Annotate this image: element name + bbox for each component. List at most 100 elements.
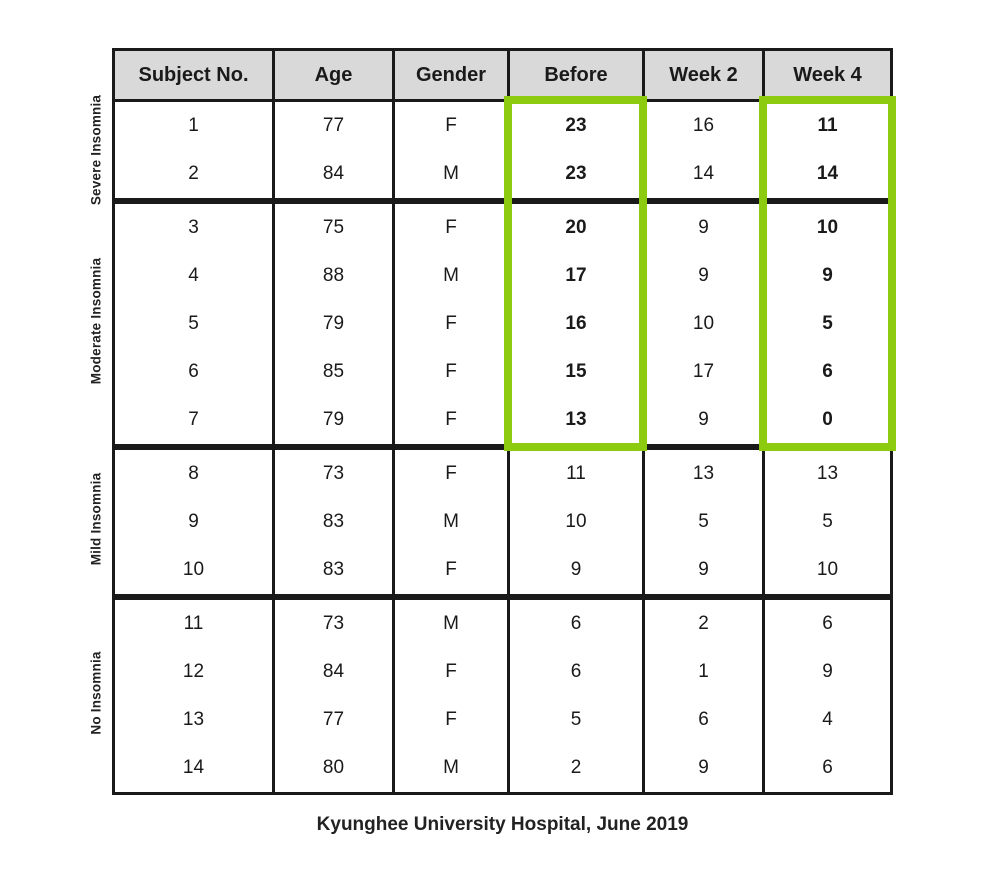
cell-gender: M	[395, 498, 510, 546]
cell-week2: 9	[645, 252, 765, 300]
cell-gender: M	[395, 252, 510, 300]
cell-subject: 14	[115, 744, 275, 792]
cell-subject: 5	[115, 300, 275, 348]
cell-week4: 4	[822, 709, 833, 730]
cell-age: 73	[275, 600, 395, 648]
cell-gender: M	[395, 744, 510, 792]
cell-subject: 8	[115, 450, 275, 498]
cell-subject: 1	[115, 102, 275, 150]
cell-before: 2	[510, 744, 645, 792]
cell-before: 6	[510, 600, 645, 648]
cell-subject: 9	[115, 498, 275, 546]
cell-gender: F	[395, 546, 510, 594]
cell-before: 13	[510, 396, 645, 444]
row-group-label-severe-insomnia: Severe Insomnia	[88, 94, 104, 206]
cell-before: 9	[510, 546, 645, 594]
table-row: 12 84 F 6 1 9	[115, 648, 890, 696]
cell-subject: 12	[115, 648, 275, 696]
cell-subject: 6	[115, 348, 275, 396]
cell-age: 75	[275, 204, 395, 252]
cell-before: 20	[510, 204, 645, 252]
cell-gender: M	[395, 150, 510, 198]
row-group-label-mild-insomnia: Mild Insomnia	[88, 472, 104, 566]
cell-week2: 1	[645, 648, 765, 696]
header-age: Age	[275, 51, 395, 99]
header-week4: Week 4	[765, 51, 890, 99]
cell-gender: F	[395, 348, 510, 396]
table-row: 13 77 F 5 6 4	[115, 696, 890, 744]
header-before: Before	[510, 51, 645, 99]
table-row: 6 85 F 15 17 6	[115, 348, 890, 396]
cell-week4: 6	[822, 757, 833, 778]
table-row: 7 79 F 13 9 0	[115, 396, 890, 444]
header-week2: Week 2	[645, 51, 765, 99]
table-row: 11 73 M 6 2 6	[115, 594, 890, 648]
cell-age: 73	[275, 450, 395, 498]
row-group-label-no-insomnia: No Insomnia	[88, 651, 104, 735]
cell-before: 11	[510, 450, 645, 498]
cell-gender: F	[395, 450, 510, 498]
cell-gender: F	[395, 300, 510, 348]
cell-week4: 9	[822, 661, 833, 682]
cell-week4: 5	[822, 313, 833, 334]
cell-subject: 4	[115, 252, 275, 300]
cell-age: 88	[275, 252, 395, 300]
cell-week2: 9	[645, 744, 765, 792]
cell-age: 77	[275, 696, 395, 744]
cell-week4: 10	[816, 217, 839, 238]
cell-before: 23	[510, 102, 645, 150]
table-row: 3 75 F 20 9 10	[115, 198, 890, 252]
cell-week2: 10	[645, 300, 765, 348]
cell-age: 84	[275, 648, 395, 696]
cell-subject: 2	[115, 150, 275, 198]
cell-week4: 6	[822, 613, 833, 634]
table-row: 4 88 M 17 9 9	[115, 252, 890, 300]
cell-before: 6	[510, 648, 645, 696]
cell-before: 15	[510, 348, 645, 396]
cell-subject: 3	[115, 204, 275, 252]
cell-subject: 11	[115, 600, 275, 648]
cell-week2: 9	[645, 396, 765, 444]
cell-before: 10	[510, 498, 645, 546]
header-subject-no: Subject No.	[115, 51, 275, 99]
cell-week2: 14	[645, 150, 765, 198]
cell-week4: 10	[816, 559, 839, 580]
cell-before: 16	[510, 300, 645, 348]
cell-age: 79	[275, 300, 395, 348]
cell-before: 23	[510, 150, 645, 198]
cell-before: 17	[510, 252, 645, 300]
figure-caption: Kyunghee University Hospital, June 2019	[316, 814, 689, 835]
cell-subject: 10	[115, 546, 275, 594]
row-group-label-moderate-insomnia: Moderate Insomnia	[88, 257, 104, 385]
cell-week4: 6	[822, 361, 833, 382]
cell-age: 83	[275, 546, 395, 594]
cell-gender: F	[395, 102, 510, 150]
cell-age: 77	[275, 102, 395, 150]
cell-week2: 16	[645, 102, 765, 150]
cell-week2: 5	[645, 498, 765, 546]
header-gender: Gender	[395, 51, 510, 99]
cell-gender: F	[395, 648, 510, 696]
insomnia-data-table: Subject No. Age Gender Before Week 2 Wee…	[112, 48, 896, 795]
table-row: 1 77 F 23 16 11	[115, 102, 890, 150]
table-row: 5 79 F 16 10 5	[115, 300, 890, 348]
cell-week2: 17	[645, 348, 765, 396]
cell-week4: 0	[822, 409, 833, 430]
cell-age: 79	[275, 396, 395, 444]
table-row: 10 83 F 9 9 10	[115, 546, 890, 594]
table-row: 14 80 M 2 9 6	[115, 744, 890, 792]
cell-week2: 9	[645, 546, 765, 594]
cell-week4: 9	[822, 265, 833, 286]
cell-gender: F	[395, 396, 510, 444]
cell-subject: 7	[115, 396, 275, 444]
cell-week2: 13	[645, 450, 765, 498]
cell-subject: 13	[115, 696, 275, 744]
cell-gender: M	[395, 600, 510, 648]
cell-week2: 2	[645, 600, 765, 648]
table-row: 8 73 F 11 13 13	[115, 444, 890, 498]
cell-gender: F	[395, 204, 510, 252]
cell-week2: 6	[645, 696, 765, 744]
cell-week4: 13	[816, 463, 839, 484]
cell-age: 84	[275, 150, 395, 198]
